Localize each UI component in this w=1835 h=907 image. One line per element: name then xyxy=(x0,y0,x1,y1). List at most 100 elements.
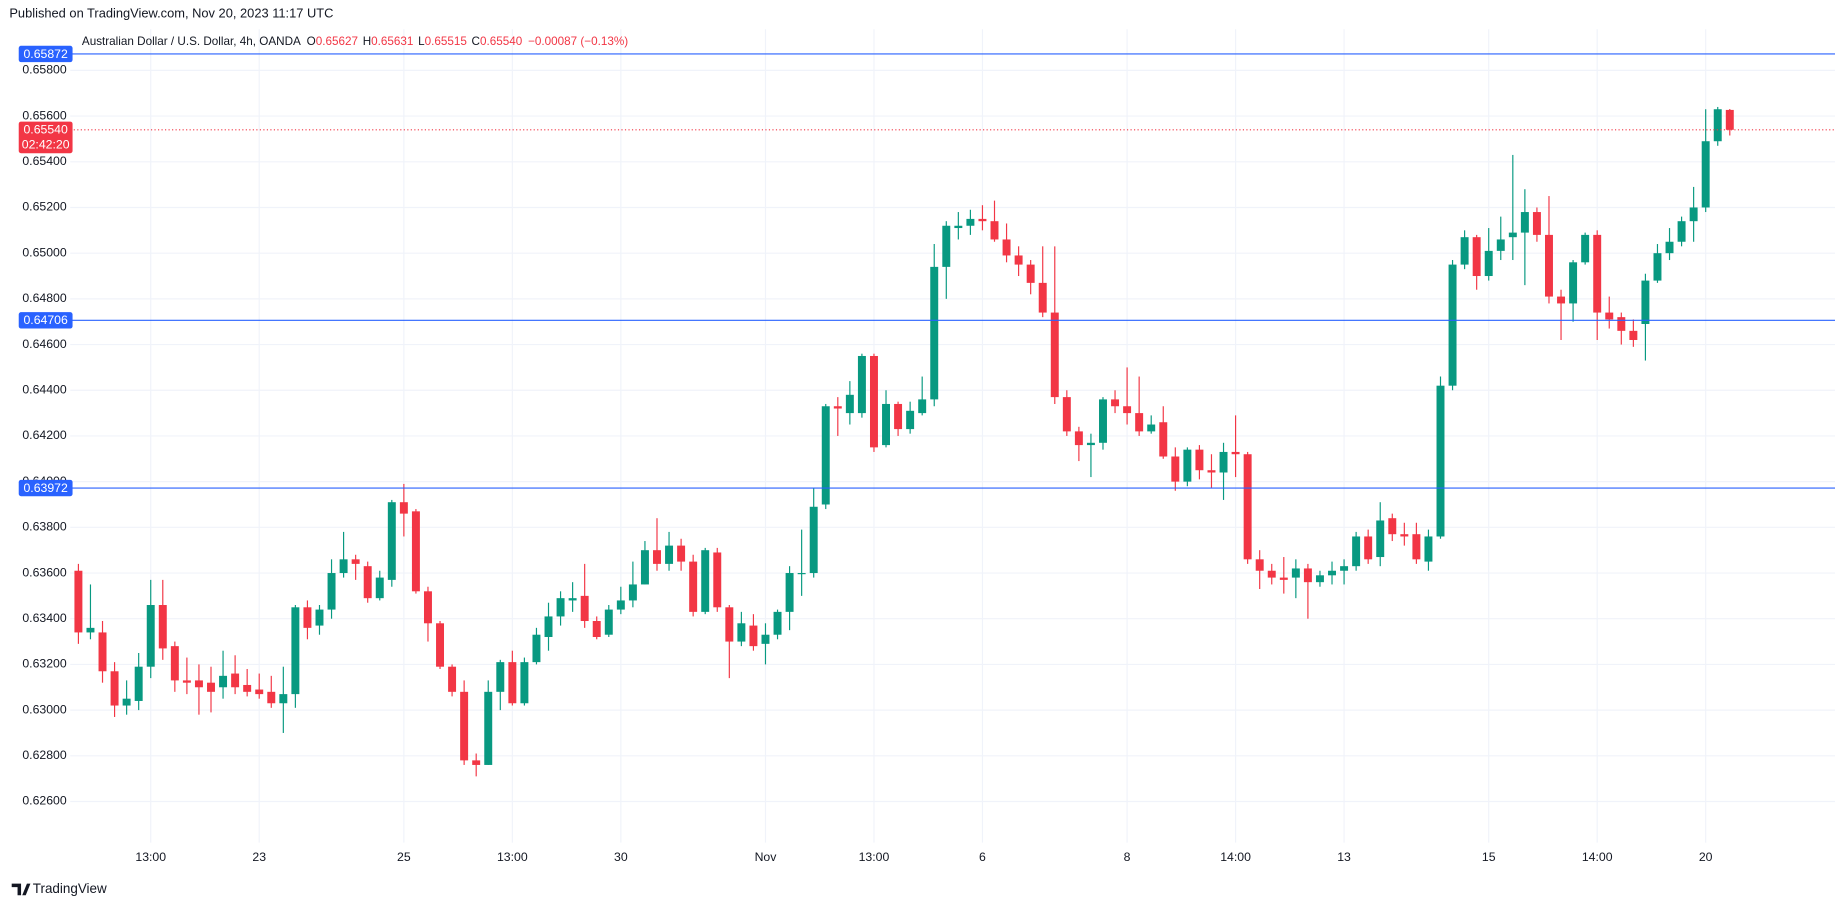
candle-body xyxy=(1171,456,1180,482)
candle-body xyxy=(869,355,878,448)
grid xyxy=(70,29,1835,843)
candle-body xyxy=(448,666,457,692)
candle-body xyxy=(1617,317,1626,331)
published-note: Published on TradingView.com, Nov 20, 20… xyxy=(9,5,333,20)
legend: Australian Dollar / U.S. Dollar, 4h, OAN… xyxy=(82,35,628,48)
legend-prefix: H xyxy=(363,35,371,48)
candle-body xyxy=(194,680,203,688)
y-tick-label: 0.65400 xyxy=(22,154,67,168)
candle-body xyxy=(568,598,577,601)
x-tick-label: 30 xyxy=(614,850,628,864)
candle-body xyxy=(1279,577,1288,580)
candle-body xyxy=(966,218,975,226)
x-tick-label: 13:00 xyxy=(135,850,166,864)
candles xyxy=(74,106,1734,777)
candle-body xyxy=(1436,385,1445,537)
y-tick-label: 0.65600 xyxy=(22,108,67,122)
candle-body xyxy=(556,598,565,617)
legend-value: 0.65631 xyxy=(371,35,413,48)
x-tick-label: Nov xyxy=(755,850,778,864)
legend-prefix: C xyxy=(472,35,480,48)
candle-body xyxy=(1689,207,1698,222)
candle-body xyxy=(1605,312,1614,320)
y-tick-label: 0.64400 xyxy=(22,383,67,397)
candle-body xyxy=(508,662,517,704)
candle-body xyxy=(906,410,915,430)
price-line-badge xyxy=(18,312,73,329)
candle-body xyxy=(1701,141,1710,208)
candle-body xyxy=(1219,451,1228,473)
candle-body xyxy=(616,600,625,610)
candle-body xyxy=(267,691,276,704)
candle-body xyxy=(1111,399,1120,407)
x-tick-label: 8 xyxy=(1124,850,1131,864)
candle-body xyxy=(833,406,842,409)
price-line-label: 0.64706 xyxy=(23,313,68,327)
candle-body xyxy=(472,760,481,765)
candle-body xyxy=(809,506,818,574)
candle-body xyxy=(496,662,505,692)
candle-body xyxy=(1629,330,1638,340)
x-tick-label: 14:00 xyxy=(1220,850,1251,864)
candle-body xyxy=(701,550,710,612)
logo: TradingView xyxy=(11,881,107,896)
candle-body xyxy=(978,218,987,222)
x-tick-label: 13:00 xyxy=(859,850,890,864)
candle-body xyxy=(1364,536,1373,560)
candle-body xyxy=(1340,566,1349,571)
candle-body xyxy=(98,632,107,672)
candle-body xyxy=(158,605,167,649)
legend-value: 0.65515 xyxy=(425,35,468,48)
candle-body xyxy=(1424,536,1433,562)
x-tick-label: 25 xyxy=(397,850,411,864)
candle-body xyxy=(580,595,589,622)
x-tick-label: 20 xyxy=(1699,850,1713,864)
candle-body xyxy=(339,559,348,574)
candle-body xyxy=(1713,109,1722,142)
candle-body xyxy=(725,607,734,642)
price-line-label: 0.63972 xyxy=(23,481,68,495)
candle-body xyxy=(303,607,312,628)
candle-body xyxy=(1328,570,1336,576)
y-tick-label: 0.65000 xyxy=(22,245,67,259)
candle-body xyxy=(1545,234,1553,297)
candle-body xyxy=(653,550,661,564)
candle-body xyxy=(1062,397,1071,432)
candle-body xyxy=(1388,518,1397,535)
candle-body xyxy=(1303,568,1312,583)
candle-body xyxy=(1460,237,1469,265)
candle-body xyxy=(411,511,420,592)
candle-body xyxy=(170,646,179,681)
y-tick-label: 0.63400 xyxy=(22,611,67,625)
candle-body xyxy=(1002,239,1011,256)
candle-body xyxy=(640,550,649,585)
candle-body xyxy=(436,623,445,667)
candle-body xyxy=(857,355,866,414)
candle-body xyxy=(1376,520,1385,558)
y-tick-label: 0.64800 xyxy=(22,291,67,305)
candle-body xyxy=(1050,312,1059,398)
candle-body xyxy=(797,573,806,575)
candle-body xyxy=(1207,470,1216,473)
y-tick-label: 0.63200 xyxy=(22,657,67,671)
candle-body xyxy=(1026,264,1035,283)
candle-body xyxy=(845,394,854,414)
candle-body xyxy=(1472,237,1481,277)
candle-body xyxy=(713,552,722,608)
price-line-badge xyxy=(18,479,73,497)
candle-body xyxy=(882,403,890,446)
candle-body xyxy=(1291,568,1300,578)
logo-mark xyxy=(11,883,31,896)
price-line-label: 0.65872 xyxy=(23,47,68,61)
candle-body xyxy=(821,406,830,505)
candle-body xyxy=(1496,239,1505,251)
candle-body xyxy=(134,666,143,701)
candle-body xyxy=(1086,442,1095,446)
candle-body xyxy=(1159,422,1168,457)
y-tick-label: 0.64200 xyxy=(22,428,67,442)
candle-body xyxy=(785,573,794,612)
last-price-label: 0.65540 xyxy=(23,123,68,137)
candle-body xyxy=(749,625,758,647)
candle-body xyxy=(1255,559,1264,571)
